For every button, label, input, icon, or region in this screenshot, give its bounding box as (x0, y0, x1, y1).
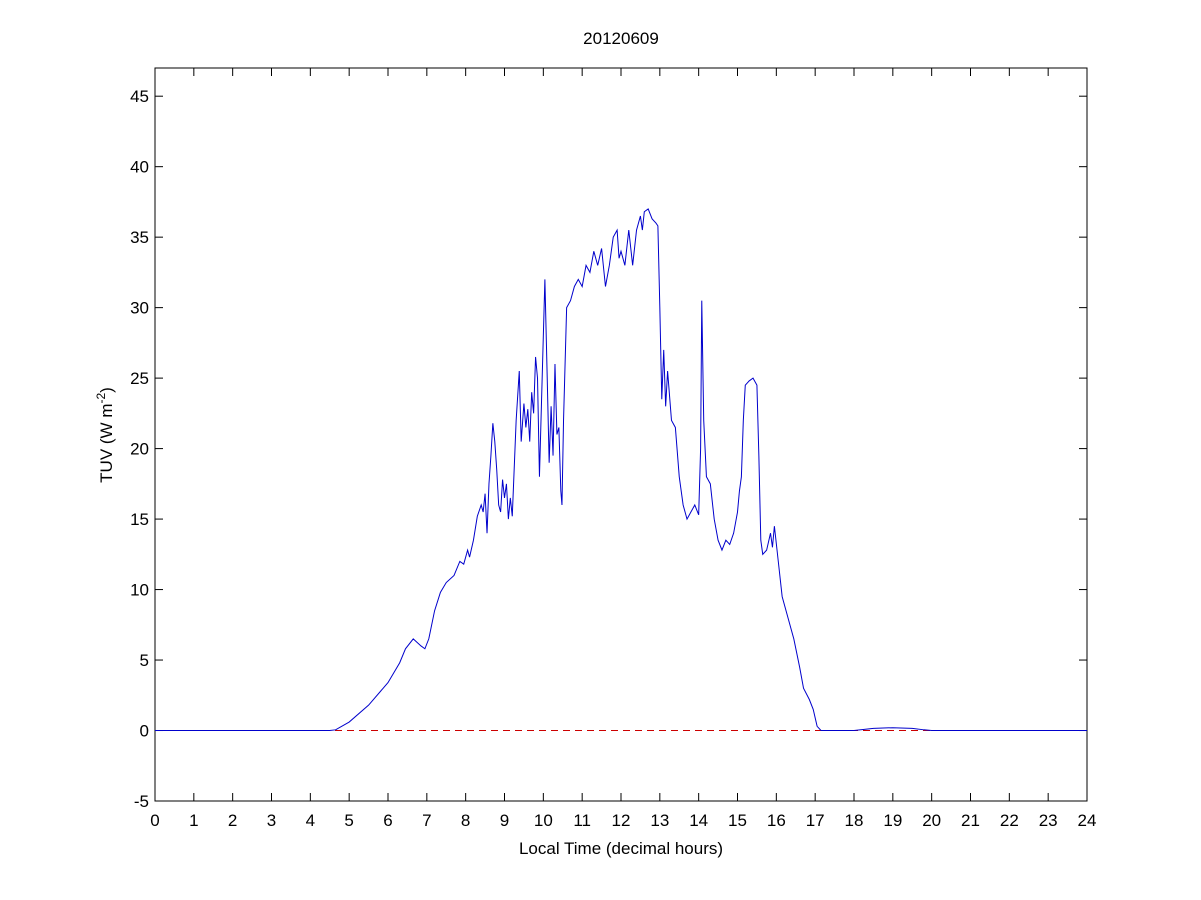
x-tick-label: 7 (422, 811, 431, 830)
x-tick-label: 13 (650, 811, 669, 830)
x-tick-label: 15 (728, 811, 747, 830)
x-tick-label: 24 (1078, 811, 1097, 830)
x-tick-label: 21 (961, 811, 980, 830)
x-tick-label: 0 (150, 811, 159, 830)
x-tick-label: 12 (612, 811, 631, 830)
x-tick-label: 23 (1039, 811, 1058, 830)
y-tick-label: 20 (130, 440, 149, 459)
x-tick-label: 2 (228, 811, 237, 830)
y-tick-label: 15 (130, 510, 149, 529)
x-tick-label: 3 (267, 811, 276, 830)
x-tick-label: 17 (806, 811, 825, 830)
x-tick-label: 19 (883, 811, 902, 830)
x-tick-label: 5 (344, 811, 353, 830)
data-line (155, 208, 1087, 732)
x-tick-label: 4 (306, 811, 315, 830)
x-tick-label: 11 (573, 811, 591, 830)
x-tick-label: 1 (189, 811, 198, 830)
x-tick-label: 18 (845, 811, 864, 830)
y-axis-label-main: TUV (W m (97, 404, 116, 483)
y-tick-label: 35 (130, 228, 149, 247)
y-tick-label: 40 (130, 158, 149, 177)
x-tick-label: 14 (689, 811, 708, 830)
y-tick-label: 30 (130, 299, 149, 318)
y-tick-label: 25 (130, 369, 149, 388)
x-tick-label: 22 (1000, 811, 1019, 830)
x-tick-label: 8 (461, 811, 470, 830)
x-tick-label: 20 (922, 811, 941, 830)
y-tick-label: 10 (130, 581, 149, 600)
chart-title: 20120609 (583, 29, 659, 48)
y-tick-label: -5 (134, 792, 149, 811)
x-tick-label: 6 (383, 811, 392, 830)
y-axis-label-close: ) (97, 387, 116, 393)
x-tick-label: 10 (534, 811, 553, 830)
x-tick-label: 16 (767, 811, 786, 830)
y-tick-label: 0 (140, 722, 149, 741)
y-tick-label: 45 (130, 87, 149, 106)
x-axis-label: Local Time (decimal hours) (519, 839, 723, 858)
y-axis-label: TUV (W m-2) (94, 387, 116, 483)
y-tick-label: 5 (140, 651, 149, 670)
x-tick-label: 9 (500, 811, 509, 830)
y-axis-label-exponent: -2 (94, 393, 108, 404)
